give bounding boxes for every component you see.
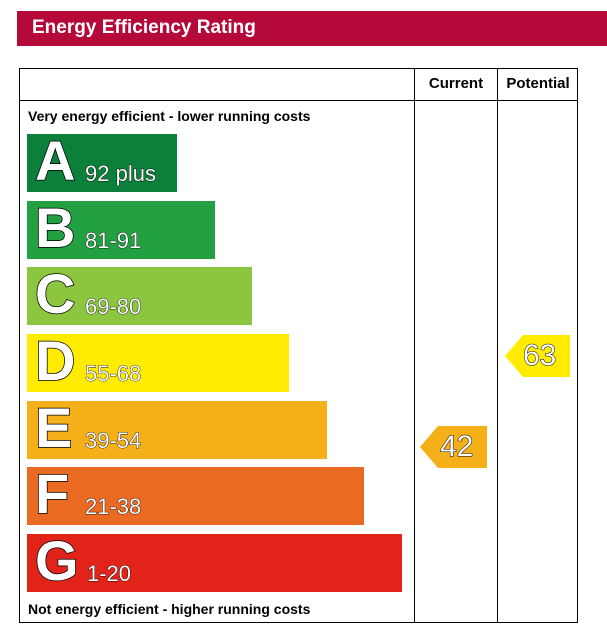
column-header-potential: Potential (506, 75, 570, 92)
header-row-divider (20, 100, 577, 101)
column-divider-potential (497, 69, 498, 622)
caption-efficient: Very energy efficient - lower running co… (28, 108, 311, 124)
band-d: D 55-68 (27, 329, 289, 392)
potential-rating-marker: 63 (505, 335, 570, 377)
potential-rating-value: 63 (522, 339, 557, 373)
band-e: E 39-54 (27, 396, 327, 459)
band-f: F 21-38 (27, 462, 364, 525)
current-rating-marker: 42 (420, 426, 487, 468)
band-b: B 81-91 (27, 196, 215, 259)
band-a: A 92 plus (27, 129, 177, 192)
band-letter: E (34, 396, 73, 460)
current-rating-value: 42 (439, 430, 474, 464)
band-letter: F (34, 462, 70, 526)
band-range-label: 39-54 (85, 428, 142, 454)
column-header-current: Current (428, 75, 484, 92)
band-range-label: 69-80 (85, 294, 142, 320)
band-range-label: 1-20 (87, 561, 132, 587)
band-letter: C (34, 262, 76, 326)
caption-inefficient: Not energy efficient - higher running co… (28, 601, 311, 617)
band-range-label: 92 plus (85, 161, 157, 187)
column-divider-current (414, 69, 415, 622)
potential-marker-arrow (505, 335, 570, 377)
band-letter: G (34, 529, 79, 593)
band-letter: D (34, 329, 76, 393)
current-marker-arrow (420, 426, 487, 468)
band-letter: A (34, 129, 76, 193)
band-range-label: 55-68 (85, 361, 142, 387)
rating-header: Energy Efficiency Rating (17, 11, 607, 46)
band-g: G 1-20 (27, 529, 402, 592)
band-range-label: 21-38 (85, 494, 142, 520)
header-title: Energy Efficiency Rating (32, 17, 256, 38)
band-range-label: 81-91 (85, 228, 142, 254)
band-c: C 69-80 (27, 262, 252, 325)
rating-table: Current Potential (19, 68, 578, 623)
band-letter: B (34, 196, 76, 260)
